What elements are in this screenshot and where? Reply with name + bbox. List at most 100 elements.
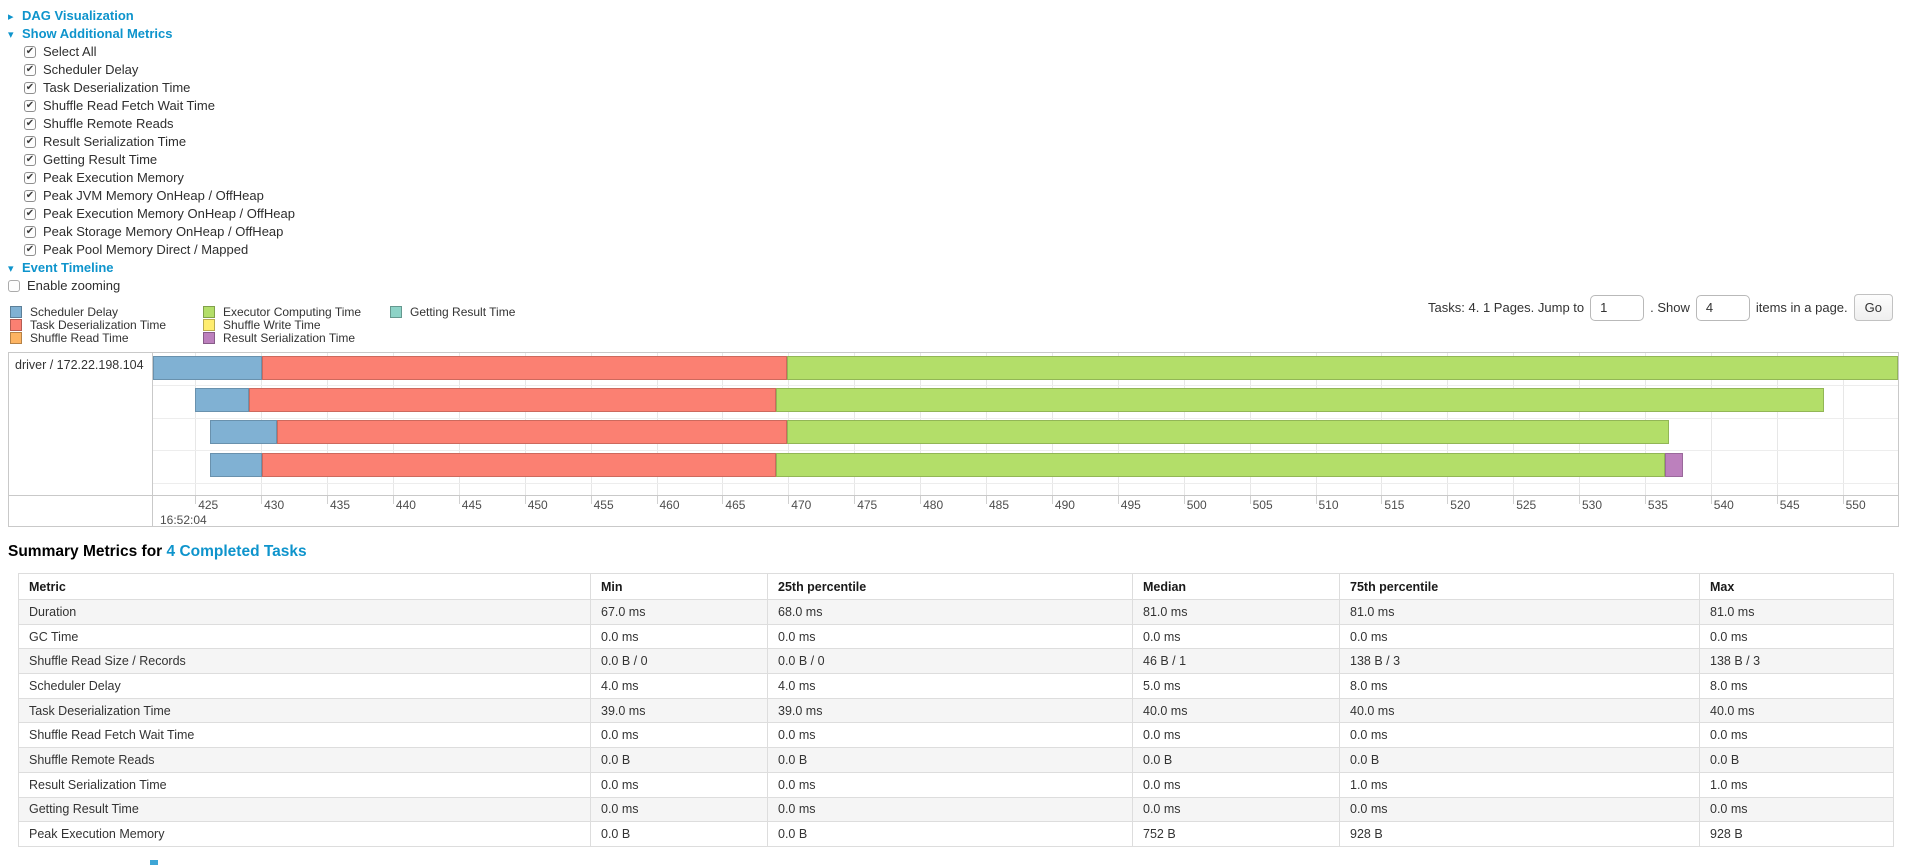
metric-name-cell: Getting Result Time bbox=[18, 796, 591, 823]
metric-value-cell: 1.0 ms bbox=[1699, 771, 1894, 798]
metric-value-cell: 0.0 B / 0 bbox=[590, 648, 768, 675]
metric-peak-pool-memory-direct-mapped-checkbox[interactable]: ✔ bbox=[24, 244, 36, 256]
metric-value-cell: 4.0 ms bbox=[767, 673, 1133, 699]
checkbox-row: ✔ Peak Execution Memory OnHeap / OffHeap bbox=[8, 205, 295, 223]
task-segment-result-serialization-time[interactable] bbox=[1664, 452, 1684, 477]
jump-to-page-input[interactable] bbox=[1590, 294, 1645, 321]
metric-name-cell: GC Time bbox=[18, 623, 591, 650]
metric-name-cell: Duration bbox=[18, 599, 591, 625]
task-segment-executor-computing-time[interactable] bbox=[776, 452, 1665, 477]
axis-tick-label: 470 bbox=[791, 498, 812, 512]
show-additional-metrics-link-label: Show Additional Metrics bbox=[22, 25, 173, 41]
task-segment-scheduler-delay[interactable] bbox=[209, 452, 263, 477]
legend-label: Result Serialization Time bbox=[223, 331, 356, 346]
axis-tick-label: 445 bbox=[461, 498, 482, 512]
checkbox-row: ✔ Result Serialization Time bbox=[8, 133, 295, 151]
timeline-axis-divider bbox=[9, 495, 1898, 496]
metric-value-cell: 0.0 ms bbox=[590, 623, 768, 650]
axis-tick-label: 450 bbox=[527, 498, 548, 512]
metric-name-cell: Shuffle Read Size / Records bbox=[18, 648, 591, 675]
go-button[interactable]: Go bbox=[1853, 294, 1893, 321]
metric-value-cell: 0.0 ms bbox=[1132, 771, 1340, 798]
metric-peak-jvm-memory-onheap-offheap-checkbox[interactable]: ✔ bbox=[24, 190, 36, 202]
axis-tick-label: 500 bbox=[1186, 498, 1207, 512]
chevron-right-icon: ▸ bbox=[8, 10, 14, 23]
axis-tick-label: 520 bbox=[1450, 498, 1471, 512]
task-segment-task-deserialization-time[interactable] bbox=[249, 387, 777, 412]
axis-tick bbox=[261, 496, 263, 504]
metric-peak-storage-memory-onheap-offheap-checkbox[interactable]: ✔ bbox=[24, 226, 36, 238]
metric-value-cell: 0.0 ms bbox=[767, 722, 1133, 749]
metric-getting-result-time-checkbox[interactable]: ✔ bbox=[24, 154, 36, 166]
axis-tick-label: 515 bbox=[1384, 498, 1405, 512]
axis-tick-label: 540 bbox=[1713, 498, 1734, 512]
task-bar[interactable] bbox=[153, 452, 1898, 477]
task-segment-task-deserialization-time[interactable] bbox=[276, 420, 787, 445]
metric-task-deserialization-time-checkbox[interactable]: ✔ bbox=[24, 82, 36, 94]
show-additional-metrics-link[interactable]: ▾ Show Additional Metrics bbox=[8, 25, 172, 44]
metric-value-cell: 0.0 B bbox=[1339, 747, 1700, 773]
table-row: GC Time 0.0 ms 0.0 ms 0.0 ms 0.0 ms 0.0 ms bbox=[18, 623, 1894, 650]
dag-visualization-link-label: DAG Visualization bbox=[22, 7, 134, 23]
table-row: Peak Execution Memory 0.0 B 0.0 B 752 B 928 … bbox=[18, 821, 1894, 847]
timeline-gridline bbox=[1842, 353, 1844, 495]
metric-shuffle-read-fetch-wait-time-checkbox[interactable]: ✔ bbox=[24, 100, 36, 112]
axis-tick bbox=[1183, 496, 1185, 504]
task-bar[interactable] bbox=[153, 420, 1898, 445]
timeline-gridline bbox=[195, 353, 197, 495]
axis-tick bbox=[656, 496, 658, 504]
metric-value-cell: 5.0 ms bbox=[1132, 673, 1340, 699]
metric-value-cell: 0.0 B bbox=[590, 821, 768, 847]
task-segment-scheduler-delay[interactable] bbox=[209, 420, 277, 445]
enable-zooming-checkbox[interactable] bbox=[8, 280, 20, 292]
legend-swatch-scheduler-delay bbox=[10, 305, 22, 318]
axis-tick-label: 490 bbox=[1054, 498, 1075, 512]
task-segment-task-deserialization-time[interactable] bbox=[262, 355, 787, 380]
checkbox-row: ✔ Shuffle Read Fetch Wait Time bbox=[8, 97, 295, 115]
task-segment-executor-computing-time[interactable] bbox=[776, 387, 1825, 412]
event-timeline-link[interactable]: ▾ Event Timeline bbox=[8, 259, 114, 278]
legend-item: Task Deserialization Time bbox=[10, 318, 166, 332]
legend-item: Shuffle Write Time bbox=[203, 318, 361, 332]
checkbox-row: ✔ Peak JVM Memory OnHeap / OffHeap bbox=[8, 187, 295, 205]
metric-name-cell: Task Deserialization Time bbox=[18, 697, 591, 724]
metric-select-all-checkbox[interactable]: ✔ bbox=[24, 46, 36, 58]
metric-value-cell: 8.0 ms bbox=[1699, 673, 1894, 699]
metric-getting-result-time-label: Getting Result Time bbox=[43, 152, 158, 167]
clipped-content-fragment bbox=[150, 860, 158, 865]
axis-tick-label: 550 bbox=[1845, 498, 1866, 512]
axis-tick-label: 435 bbox=[330, 498, 351, 512]
task-segment-scheduler-delay[interactable] bbox=[195, 387, 250, 412]
table-row: Shuffle Read Fetch Wait Time 0.0 ms 0.0 ms… bbox=[18, 722, 1894, 749]
enable-zooming-label: Enable zooming bbox=[27, 278, 121, 293]
task-bar[interactable] bbox=[153, 387, 1898, 412]
metric-result-serialization-time-checkbox[interactable]: ✔ bbox=[24, 136, 36, 148]
metric-select-all-label: Select All bbox=[43, 44, 97, 59]
metric-peak-execution-memory-checkbox[interactable]: ✔ bbox=[24, 172, 36, 184]
axis-tick-label: 495 bbox=[1120, 498, 1141, 512]
task-segment-task-deserialization-time[interactable] bbox=[262, 452, 777, 477]
metric-scheduler-delay-checkbox[interactable]: ✔ bbox=[24, 64, 36, 76]
metric-peak-execution-memory-onheap-offheap-checkbox[interactable]: ✔ bbox=[24, 208, 36, 220]
axis-tick bbox=[788, 496, 790, 504]
task-segment-executor-computing-time[interactable] bbox=[786, 355, 1898, 380]
axis-tick bbox=[854, 496, 856, 504]
table-row: Shuffle Remote Reads 0.0 B 0.0 B 0.0 B 0.0 B… bbox=[18, 747, 1894, 773]
task-segment-executor-computing-time[interactable] bbox=[786, 420, 1669, 445]
metric-value-cell: 0.0 ms bbox=[590, 796, 768, 823]
metric-shuffle-remote-reads-checkbox[interactable]: ✔ bbox=[24, 118, 36, 130]
legend-item: Result Serialization Time bbox=[203, 331, 361, 346]
metric-value-cell: 0.0 ms bbox=[1339, 796, 1700, 823]
pagination-suffix-label: items in a page. bbox=[1755, 300, 1848, 315]
task-segment-scheduler-delay[interactable] bbox=[153, 355, 263, 380]
completed-tasks-link[interactable]: 4 Completed Tasks bbox=[166, 543, 307, 560]
checkbox-row: ✔ Peak Storage Memory OnHeap / OffHeap bbox=[8, 223, 295, 241]
timeline-row-gridline bbox=[153, 417, 1898, 419]
metric-value-cell: 0.0 ms bbox=[1699, 796, 1894, 823]
metric-peak-jvm-memory-onheap-offheap-label: Peak JVM Memory OnHeap / OffHeap bbox=[43, 188, 264, 203]
dag-visualization-link[interactable]: ▸ DAG Visualization bbox=[8, 7, 134, 26]
section-row: ▸ DAG Visualization bbox=[8, 7, 295, 25]
items-per-page-input[interactable] bbox=[1695, 294, 1750, 321]
task-bar[interactable] bbox=[153, 355, 1898, 380]
chevron-down-icon: ▾ bbox=[8, 262, 14, 275]
